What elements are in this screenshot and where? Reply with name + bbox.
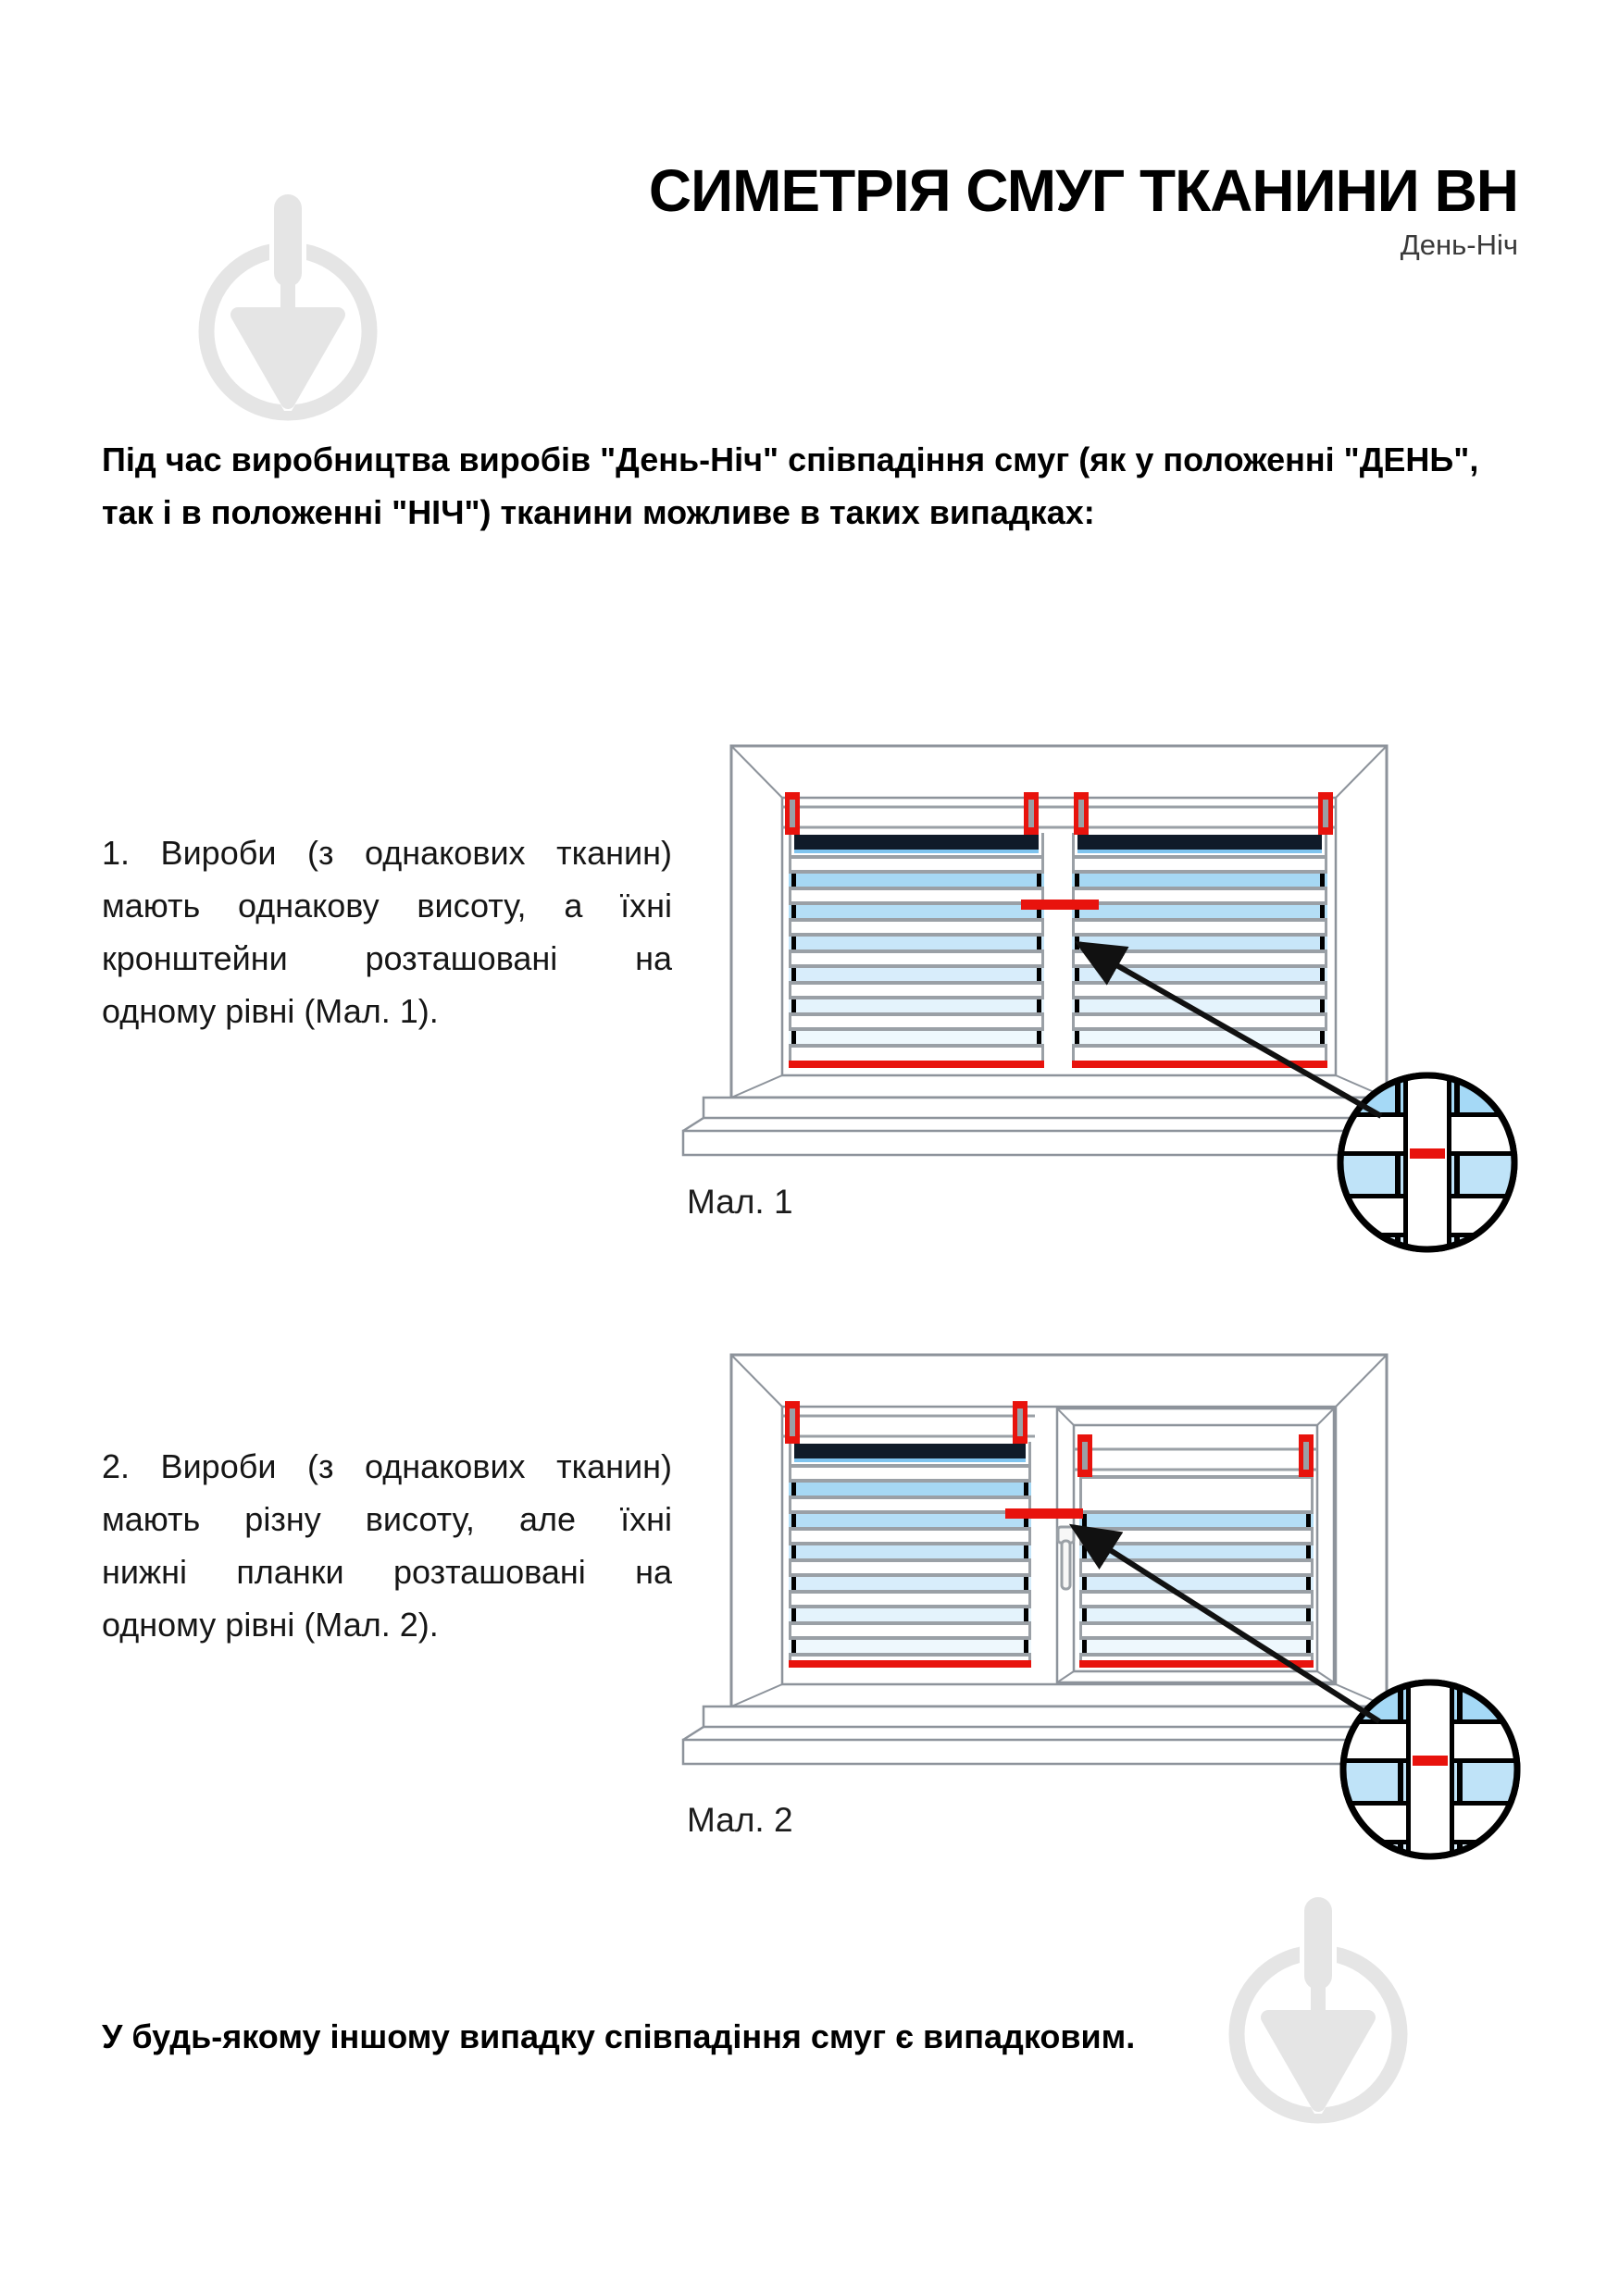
window-sill [681,1705,1416,1766]
red-bracket [1074,792,1089,835]
figure-1-window-diagram [681,744,1518,1253]
magnifier-detail [1339,1679,1521,1860]
trowel-icon [1261,1897,1376,2112]
red-bracket [1024,792,1039,835]
trowel-logo-watermark [198,192,378,421]
paragraph-line: мають різну висоту, але їхні [102,1500,672,1538]
stripe-alignment-mark [1005,1508,1083,1519]
blind-fabric [1072,833,1327,1068]
stripe-alignment-mark [1021,900,1099,910]
footer-note: У будь-якому іншому випадку співпадіння … [102,2017,1136,2055]
page-title: СИМЕТРІЯ СМУГ ТКАНИНИ ВН [648,156,1519,224]
trowel-icon [230,194,345,409]
paragraph-line: одному рівні (Мал. 1). [102,992,439,1030]
paragraph-line: кронштейни розташовані на [102,939,672,977]
red-bracket [785,792,800,835]
paragraph-line: одному рівні (Мал. 2). [102,1606,439,1644]
paragraph-line: так і в положенні "НІЧ") тканини можливе… [102,493,1095,531]
magnifier-detail [1337,1072,1518,1253]
item-2-paragraph: 2. Вироби (з однакових тканин) мають різн… [102,1440,672,1651]
figure-1-caption: Мал. 1 [687,1183,793,1221]
figure-2-caption: Мал. 2 [687,1801,793,1839]
figure-2-window-diagram [681,1353,1521,1860]
item-1-paragraph: 1. Вироби (з однакових тканин) мають одна… [102,826,672,1037]
paragraph-line: Під час виробництва виробів "День-Ніч" с… [102,441,1479,478]
red-bracket [1299,1434,1314,1477]
paragraph-line: 2. Вироби (з однакових тканин) [102,1447,672,1485]
intro-paragraph: Під час виробництва виробів "День-Ніч" с… [102,433,1527,539]
paragraph-line: 1. Вироби (з однакових тканин) [102,834,672,872]
blind-headrail [782,1414,1035,1438]
trowel-logo-watermark [1228,1895,1408,2124]
pointer-arrow [1068,1523,1381,1724]
red-bracket [1318,792,1333,835]
page-subtitle: День-Ніч [1400,229,1518,261]
blind-headrail [782,805,1336,829]
paragraph-line: нижні планки розташовані на [102,1553,672,1591]
window-sill [681,1096,1416,1157]
pointer-arrow [1074,941,1383,1119]
blind-fabric [789,1442,1031,1668]
blind-fabric [789,833,1044,1068]
paragraph-line: мають однакову висоту, а їхні [102,887,672,925]
red-bracket [785,1401,800,1444]
window-handle [1056,1525,1076,1591]
red-bracket [1013,1401,1027,1444]
blind-headrail [1074,1447,1317,1471]
red-bracket [1077,1434,1092,1477]
